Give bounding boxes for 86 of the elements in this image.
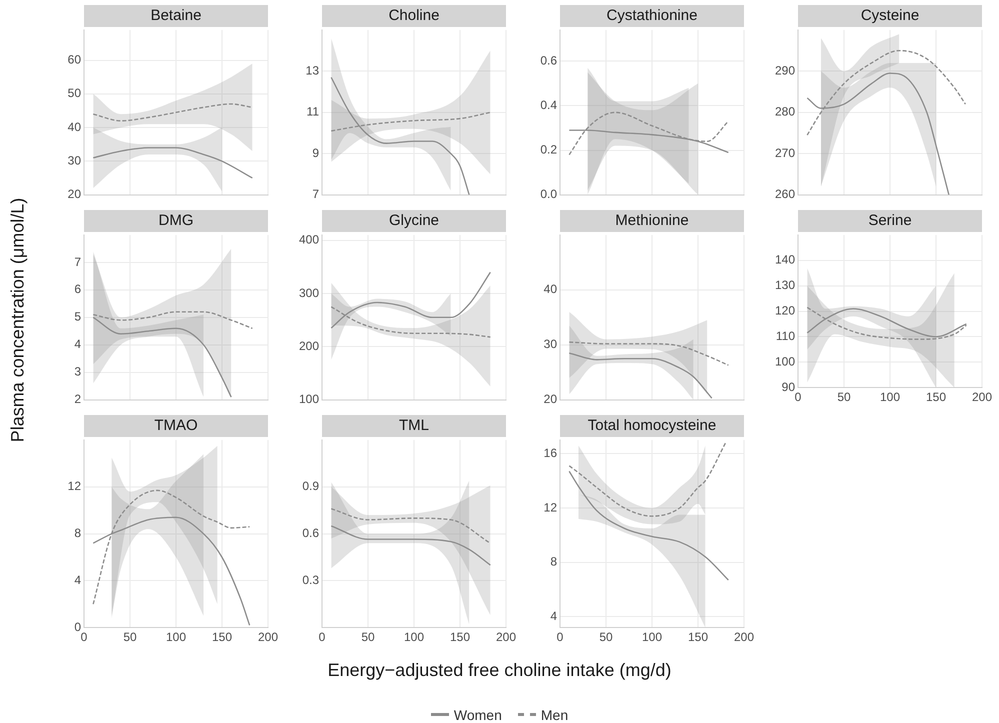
x-tick-label: 50 [123,630,137,644]
x-tick-label: 100 [404,630,424,644]
chart-title: Betaine [84,5,268,27]
chart-title: Methionine [560,210,744,232]
line-series [568,352,712,399]
y-tick-label: 100 [774,354,796,368]
chart-title: TMAO [84,415,268,437]
y-tick-label: 2 [74,392,82,406]
x-tick-label: 100 [880,390,900,404]
y-tick-label: 400 [298,232,320,247]
y-tick-label: 280 [774,104,796,119]
y-tick-label: 4 [550,609,558,624]
legend-label: Men [540,706,568,722]
x-tick-label: 200 [258,630,278,644]
chart-title: TML [322,415,506,437]
line-series [92,147,254,179]
line-series [330,508,492,544]
y-tick-label: 9 [312,146,320,160]
y-tick-label: 110 [776,329,796,344]
y-tick-label: 0.0 [540,187,558,202]
y-tick-label: 40 [544,282,558,296]
y-tick-label: 290 [774,64,796,78]
y-tick-label: 300 [298,286,320,300]
y-tick-label: 50 [68,86,82,100]
y-tick-label: 30 [544,337,558,352]
x-tick-label: 150 [688,630,708,644]
x-tick-label: 200 [496,630,516,644]
x-tick-label: 150 [450,630,470,644]
y-tick-label: 3 [74,364,82,379]
chart-title: Glycine [322,210,506,232]
y-tick-label: 8 [550,554,558,569]
chart-title: Cystathionine [560,5,744,27]
line-series [568,112,730,156]
x-tick-label: 200 [734,630,754,644]
y-tick-label: 16 [544,446,558,460]
y-tick-label: 20 [544,392,558,406]
y-tick-label: 12 [544,500,558,514]
chart-title: DMG [84,210,268,232]
y-tick-label: 0 [74,620,82,634]
y-tick-label: 7 [74,254,82,269]
chart-title: Serine [798,210,982,232]
y-tick-label: 270 [774,146,796,160]
line-series [568,442,726,517]
y-tick-label: 0.6 [540,53,558,68]
y-tick-label: 11 [306,104,320,119]
y-tick-label: 7 [312,187,320,202]
line-series [92,103,254,122]
x-tick-label: 50 [837,390,851,404]
y-tick-label: 30 [68,153,82,168]
x-tick-label: 200 [972,390,992,404]
y-tick-label: 60 [68,52,82,67]
y-tick-label: 4 [74,573,82,588]
y-tick-label: 130 [774,278,796,292]
x-tick-label: 100 [642,630,662,644]
chart-title: Total homocysteine [560,415,744,437]
chart-title: Choline [322,5,506,27]
y-tick-label: 5 [74,310,82,324]
line-series [568,470,730,581]
y-tick-label: 40 [68,120,82,134]
y-tick-label: 8 [74,526,82,540]
y-tick-label: 0.3 [302,573,320,588]
line-series [330,525,492,566]
y-tick-label: 20 [68,187,82,202]
y-tick-label: 4 [74,337,82,352]
y-tick-label: 200 [298,338,320,353]
y-tick-label: 6 [74,282,82,296]
y-tick-label: 260 [774,187,796,202]
y-tick-label: 0.2 [540,142,558,157]
y-tick-label: 90 [782,380,796,394]
y-tick-label: 0.9 [302,479,320,494]
y-tick-label: 12 [68,479,82,494]
x-tick-label: 50 [599,630,613,644]
y-tick-label: 13 [306,64,320,78]
y-tick-label: 140 [774,252,796,267]
x-tick-label: 100 [166,630,186,644]
y-tick-label: 0.6 [302,526,320,540]
y-tick-label: 120 [774,304,796,318]
x-tick-label: 50 [361,630,375,644]
legend-label: Women [454,706,502,722]
x-tick-label: 150 [926,390,946,404]
x-tick-label: 150 [212,630,232,644]
x-axis-title: Energy−adjusted free choline intake (mg/d) [326,660,672,681]
y-tick-label: 0.4 [540,98,558,112]
chart-title: Cysteine [798,5,982,27]
line-series [568,341,730,366]
y-axis-title: Plasma concentration (μmol/L) [8,198,28,442]
